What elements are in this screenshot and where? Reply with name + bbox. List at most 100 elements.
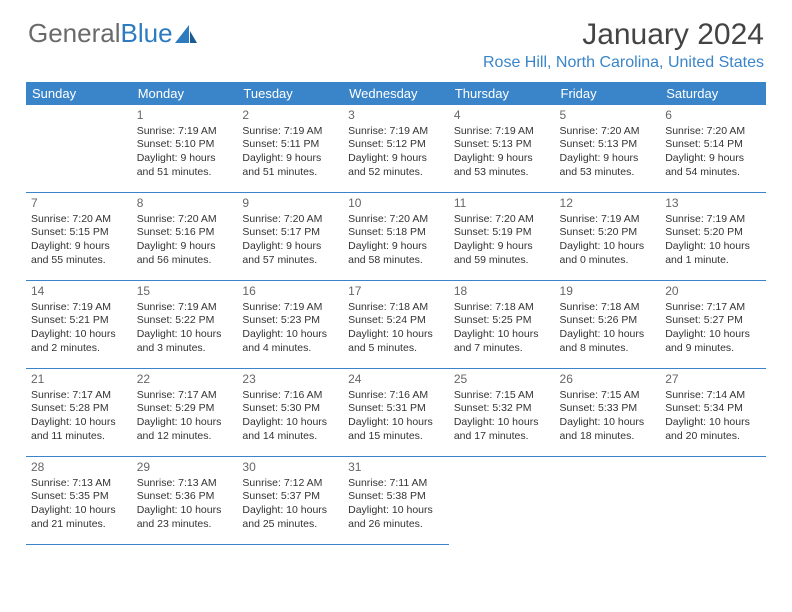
daylight-text: Daylight: 10 hours and 4 minutes. bbox=[242, 328, 338, 355]
calendar-day-cell: 3Sunrise: 7:19 AMSunset: 5:12 PMDaylight… bbox=[343, 105, 449, 193]
day-number: 20 bbox=[665, 284, 761, 300]
daylight-text: Daylight: 10 hours and 15 minutes. bbox=[348, 416, 444, 443]
calendar-day-cell: 20Sunrise: 7:17 AMSunset: 5:27 PMDayligh… bbox=[660, 281, 766, 369]
calendar-day-cell: 16Sunrise: 7:19 AMSunset: 5:23 PMDayligh… bbox=[237, 281, 343, 369]
day-number: 29 bbox=[137, 460, 233, 476]
day-number: 12 bbox=[560, 196, 656, 212]
sunrise-text: Sunrise: 7:19 AM bbox=[454, 125, 550, 139]
sunrise-text: Sunrise: 7:20 AM bbox=[560, 125, 656, 139]
daylight-text: Daylight: 10 hours and 3 minutes. bbox=[137, 328, 233, 355]
sunset-text: Sunset: 5:11 PM bbox=[242, 138, 338, 152]
sunrise-text: Sunrise: 7:14 AM bbox=[665, 389, 761, 403]
sunrise-text: Sunrise: 7:19 AM bbox=[31, 301, 127, 315]
calendar-day-cell: 17Sunrise: 7:18 AMSunset: 5:24 PMDayligh… bbox=[343, 281, 449, 369]
sunrise-text: Sunrise: 7:20 AM bbox=[31, 213, 127, 227]
calendar-empty-cell bbox=[26, 105, 132, 193]
daylight-text: Daylight: 10 hours and 8 minutes. bbox=[560, 328, 656, 355]
sunset-text: Sunset: 5:22 PM bbox=[137, 314, 233, 328]
calendar-week-row: 14Sunrise: 7:19 AMSunset: 5:21 PMDayligh… bbox=[26, 281, 766, 369]
day-number: 17 bbox=[348, 284, 444, 300]
sunrise-text: Sunrise: 7:19 AM bbox=[137, 301, 233, 315]
day-number: 8 bbox=[137, 196, 233, 212]
logo-sail-icon bbox=[175, 25, 197, 45]
day-number: 15 bbox=[137, 284, 233, 300]
day-number: 1 bbox=[137, 108, 233, 124]
sunrise-text: Sunrise: 7:12 AM bbox=[242, 477, 338, 491]
sunrise-text: Sunrise: 7:19 AM bbox=[560, 213, 656, 227]
sunset-text: Sunset: 5:15 PM bbox=[31, 226, 127, 240]
daylight-text: Daylight: 9 hours and 51 minutes. bbox=[137, 152, 233, 179]
calendar-day-cell: 15Sunrise: 7:19 AMSunset: 5:22 PMDayligh… bbox=[132, 281, 238, 369]
day-number: 14 bbox=[31, 284, 127, 300]
calendar-day-cell: 6Sunrise: 7:20 AMSunset: 5:14 PMDaylight… bbox=[660, 105, 766, 193]
sunrise-text: Sunrise: 7:18 AM bbox=[454, 301, 550, 315]
day-number: 26 bbox=[560, 372, 656, 388]
sunset-text: Sunset: 5:19 PM bbox=[454, 226, 550, 240]
daylight-text: Daylight: 10 hours and 2 minutes. bbox=[31, 328, 127, 355]
sunrise-text: Sunrise: 7:20 AM bbox=[454, 213, 550, 227]
calendar-day-cell: 11Sunrise: 7:20 AMSunset: 5:19 PMDayligh… bbox=[449, 193, 555, 281]
calendar-week-row: 7Sunrise: 7:20 AMSunset: 5:15 PMDaylight… bbox=[26, 193, 766, 281]
calendar-week-row: 1Sunrise: 7:19 AMSunset: 5:10 PMDaylight… bbox=[26, 105, 766, 193]
weekday-header: Sunday bbox=[26, 82, 132, 105]
calendar-day-cell: 30Sunrise: 7:12 AMSunset: 5:37 PMDayligh… bbox=[237, 457, 343, 545]
calendar-day-cell: 24Sunrise: 7:16 AMSunset: 5:31 PMDayligh… bbox=[343, 369, 449, 457]
sunset-text: Sunset: 5:14 PM bbox=[665, 138, 761, 152]
calendar-table: SundayMondayTuesdayWednesdayThursdayFrid… bbox=[26, 82, 766, 545]
daylight-text: Daylight: 9 hours and 54 minutes. bbox=[665, 152, 761, 179]
calendar-empty-cell bbox=[555, 457, 661, 545]
calendar-day-cell: 23Sunrise: 7:16 AMSunset: 5:30 PMDayligh… bbox=[237, 369, 343, 457]
sunrise-text: Sunrise: 7:18 AM bbox=[348, 301, 444, 315]
calendar-day-cell: 25Sunrise: 7:15 AMSunset: 5:32 PMDayligh… bbox=[449, 369, 555, 457]
sunset-text: Sunset: 5:25 PM bbox=[454, 314, 550, 328]
calendar-day-cell: 4Sunrise: 7:19 AMSunset: 5:13 PMDaylight… bbox=[449, 105, 555, 193]
sunset-text: Sunset: 5:18 PM bbox=[348, 226, 444, 240]
calendar-day-cell: 22Sunrise: 7:17 AMSunset: 5:29 PMDayligh… bbox=[132, 369, 238, 457]
calendar-day-cell: 28Sunrise: 7:13 AMSunset: 5:35 PMDayligh… bbox=[26, 457, 132, 545]
daylight-text: Daylight: 10 hours and 23 minutes. bbox=[137, 504, 233, 531]
sunset-text: Sunset: 5:13 PM bbox=[560, 138, 656, 152]
day-number: 9 bbox=[242, 196, 338, 212]
logo-text-blue: Blue bbox=[121, 18, 173, 49]
day-number: 24 bbox=[348, 372, 444, 388]
sunset-text: Sunset: 5:13 PM bbox=[454, 138, 550, 152]
sunrise-text: Sunrise: 7:16 AM bbox=[348, 389, 444, 403]
location: Rose Hill, North Carolina, United States bbox=[483, 54, 764, 72]
sunrise-text: Sunrise: 7:13 AM bbox=[31, 477, 127, 491]
day-number: 19 bbox=[560, 284, 656, 300]
sunset-text: Sunset: 5:38 PM bbox=[348, 490, 444, 504]
sunset-text: Sunset: 5:12 PM bbox=[348, 138, 444, 152]
sunrise-text: Sunrise: 7:20 AM bbox=[348, 213, 444, 227]
daylight-text: Daylight: 10 hours and 11 minutes. bbox=[31, 416, 127, 443]
daylight-text: Daylight: 9 hours and 55 minutes. bbox=[31, 240, 127, 267]
daylight-text: Daylight: 10 hours and 14 minutes. bbox=[242, 416, 338, 443]
daylight-text: Daylight: 10 hours and 9 minutes. bbox=[665, 328, 761, 355]
calendar-day-cell: 13Sunrise: 7:19 AMSunset: 5:20 PMDayligh… bbox=[660, 193, 766, 281]
sunrise-text: Sunrise: 7:19 AM bbox=[137, 125, 233, 139]
weekday-header: Monday bbox=[132, 82, 238, 105]
calendar-empty-cell bbox=[660, 457, 766, 545]
sunrise-text: Sunrise: 7:15 AM bbox=[454, 389, 550, 403]
weekday-header-row: SundayMondayTuesdayWednesdayThursdayFrid… bbox=[26, 82, 766, 105]
sunset-text: Sunset: 5:31 PM bbox=[348, 402, 444, 416]
sunrise-text: Sunrise: 7:13 AM bbox=[137, 477, 233, 491]
calendar-day-cell: 29Sunrise: 7:13 AMSunset: 5:36 PMDayligh… bbox=[132, 457, 238, 545]
daylight-text: Daylight: 9 hours and 53 minutes. bbox=[560, 152, 656, 179]
sunset-text: Sunset: 5:17 PM bbox=[242, 226, 338, 240]
sunset-text: Sunset: 5:29 PM bbox=[137, 402, 233, 416]
weekday-header: Wednesday bbox=[343, 82, 449, 105]
sunset-text: Sunset: 5:23 PM bbox=[242, 314, 338, 328]
day-number: 4 bbox=[454, 108, 550, 124]
daylight-text: Daylight: 10 hours and 0 minutes. bbox=[560, 240, 656, 267]
sunrise-text: Sunrise: 7:19 AM bbox=[242, 301, 338, 315]
calendar-day-cell: 10Sunrise: 7:20 AMSunset: 5:18 PMDayligh… bbox=[343, 193, 449, 281]
calendar-day-cell: 21Sunrise: 7:17 AMSunset: 5:28 PMDayligh… bbox=[26, 369, 132, 457]
calendar-day-cell: 5Sunrise: 7:20 AMSunset: 5:13 PMDaylight… bbox=[555, 105, 661, 193]
daylight-text: Daylight: 9 hours and 56 minutes. bbox=[137, 240, 233, 267]
sunset-text: Sunset: 5:28 PM bbox=[31, 402, 127, 416]
daylight-text: Daylight: 10 hours and 12 minutes. bbox=[137, 416, 233, 443]
daylight-text: Daylight: 10 hours and 5 minutes. bbox=[348, 328, 444, 355]
day-number: 30 bbox=[242, 460, 338, 476]
sunset-text: Sunset: 5:30 PM bbox=[242, 402, 338, 416]
day-number: 10 bbox=[348, 196, 444, 212]
